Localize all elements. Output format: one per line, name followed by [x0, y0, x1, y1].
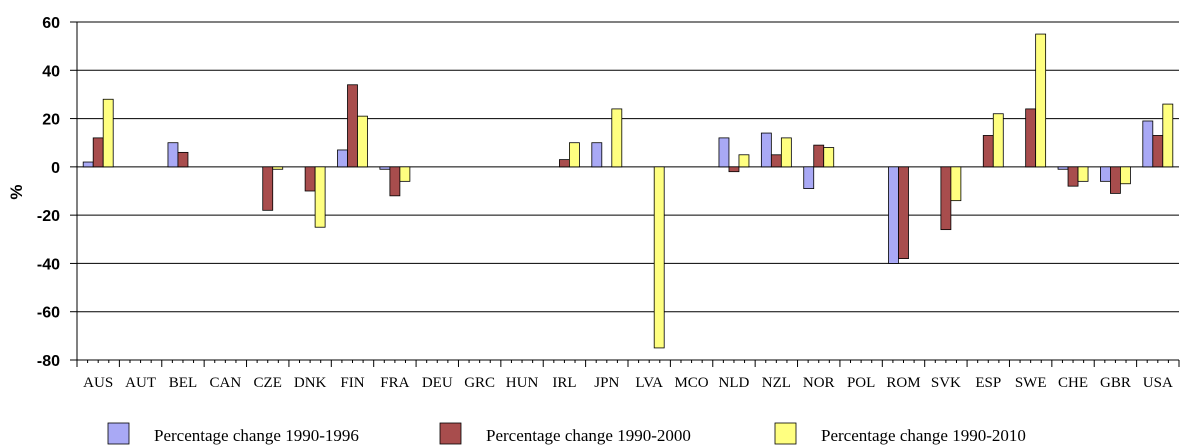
x-tick-label: GBR: [1100, 375, 1131, 391]
bar-aus-series-2: [92, 137, 104, 168]
x-tick-label: BEL: [169, 375, 197, 391]
bar-gbr-series-3: [1120, 166, 1131, 185]
bar-rom-series-1: [888, 166, 899, 264]
legend-label: Percentage change 1990-2000: [486, 426, 691, 445]
bar-fra-series-3: [399, 166, 411, 182]
bar-aus-series-3: [102, 98, 114, 168]
bar-irl-series-2: [559, 159, 570, 168]
x-tick-label: CHE: [1058, 375, 1088, 391]
x-tick-label: AUT: [125, 375, 156, 391]
x-tick-label: ESP: [975, 375, 1001, 391]
bar-irl-series-3: [569, 142, 580, 168]
y-tick-label: -60: [37, 305, 60, 322]
y-tick-label: 60: [42, 15, 60, 32]
bar-nzl-series-2: [770, 154, 782, 168]
legend-swatch: [774, 422, 797, 445]
x-tick-label: HUN: [506, 375, 539, 391]
x-tick-label: DEU: [422, 375, 453, 391]
bar-cze-series-2: [262, 166, 274, 211]
bar-fra-series-2: [389, 166, 401, 197]
x-tick-label: JPN: [594, 375, 619, 391]
x-tick-label: GRC: [464, 375, 495, 391]
legend-label: Percentage change 1990-1996: [154, 426, 359, 445]
y-tick-label: -20: [37, 208, 60, 225]
bar-nld-series-1: [718, 137, 730, 168]
bar-nor-series-3: [823, 147, 835, 168]
bar-che-series-2: [1067, 166, 1079, 187]
bar-esp-series-2: [982, 135, 994, 168]
bar-bel-series-1: [167, 142, 179, 168]
bar-nld-series-2: [728, 166, 740, 173]
x-tick-label: CAN: [210, 375, 242, 391]
bar-jpn-series-3: [611, 108, 623, 168]
bar-cze-series-3: [272, 166, 284, 170]
y-tick-label: 20: [42, 112, 60, 129]
bar-usa-series-1: [1142, 120, 1154, 168]
bar-nld-series-3: [738, 154, 750, 168]
x-tick-label: NOR: [803, 375, 835, 391]
bar-swe-series-2: [1025, 108, 1037, 168]
x-tick-label: FRA: [380, 375, 409, 391]
bar-bel-series-2: [177, 151, 189, 168]
x-tick-labels: AUS AUT BEL CAN CZE DNK FIN FRA DEU GRC HUN IRL JPN L…: [83, 375, 1173, 391]
x-tick-label: DNK: [294, 375, 327, 391]
legend-label: Percentage change 1990-2010: [821, 426, 1026, 445]
bar-dnk-series-2: [304, 166, 316, 192]
bar-usa-series-2: [1152, 135, 1164, 168]
y-tick-label: 40: [42, 63, 60, 80]
bar-fin-series-3: [357, 115, 368, 168]
y-tick-label: -80: [37, 353, 60, 370]
y-tick-label: -40: [37, 256, 60, 273]
x-tick-label: AUS: [83, 375, 113, 391]
bar-nor-series-2: [813, 144, 825, 168]
x-tick-label: NZL: [762, 375, 791, 391]
x-tick-label: IRL: [552, 375, 576, 391]
x-tick-label: USA: [1143, 375, 1173, 391]
legend-swatch: [439, 422, 462, 445]
bar-svk-series-2: [940, 166, 952, 231]
bar-swe-series-3: [1035, 33, 1047, 168]
x-tick-label: NLD: [719, 375, 750, 391]
x-tick-label: ROM: [886, 375, 920, 391]
bar-nor-series-1: [803, 166, 815, 189]
x-tick-label: MCO: [674, 375, 708, 391]
axes: [70, 21, 1180, 367]
gridlines: [77, 21, 1179, 361]
bar-gbr-series-2: [1110, 166, 1121, 194]
x-tick-label: LVA: [635, 375, 663, 391]
x-tick-label: POL: [847, 375, 875, 391]
bars: [82, 33, 1174, 349]
legend-swatch: [107, 422, 130, 445]
y-axis-label: %: [7, 184, 26, 199]
y-tick-label: 0: [51, 160, 60, 177]
x-tick-label: SVK: [931, 375, 961, 391]
x-tick-label: CZE: [254, 375, 282, 391]
bar-che-series-1: [1057, 166, 1069, 170]
legend: Percentage change 1990-1996 Percentage ch…: [107, 422, 1026, 445]
bar-lva-series-3: [653, 166, 665, 349]
bar-che-series-3: [1077, 166, 1089, 182]
bar-esp-series-3: [992, 113, 1004, 168]
x-tick-label: SWE: [1015, 375, 1047, 391]
bar-fra-series-1: [379, 166, 391, 170]
bar-svk-series-3: [950, 166, 962, 202]
bar-dnk-series-3: [314, 166, 326, 228]
bar-aus-series-1: [82, 161, 94, 168]
bar-rom-series-2: [898, 166, 909, 260]
bar-jpn-series-1: [591, 142, 603, 168]
y-tick-labels: 60 40 20 0 -20 -40 -60 -80: [37, 15, 60, 370]
bar-nzl-series-1: [760, 132, 772, 168]
bar-fin-series-2: [347, 84, 358, 168]
bar-nzl-series-3: [780, 137, 792, 168]
bar-usa-series-3: [1162, 103, 1174, 168]
x-tick-label: FIN: [340, 375, 364, 391]
bar-gbr-series-1: [1100, 166, 1111, 182]
bar-fin-series-1: [337, 149, 348, 168]
